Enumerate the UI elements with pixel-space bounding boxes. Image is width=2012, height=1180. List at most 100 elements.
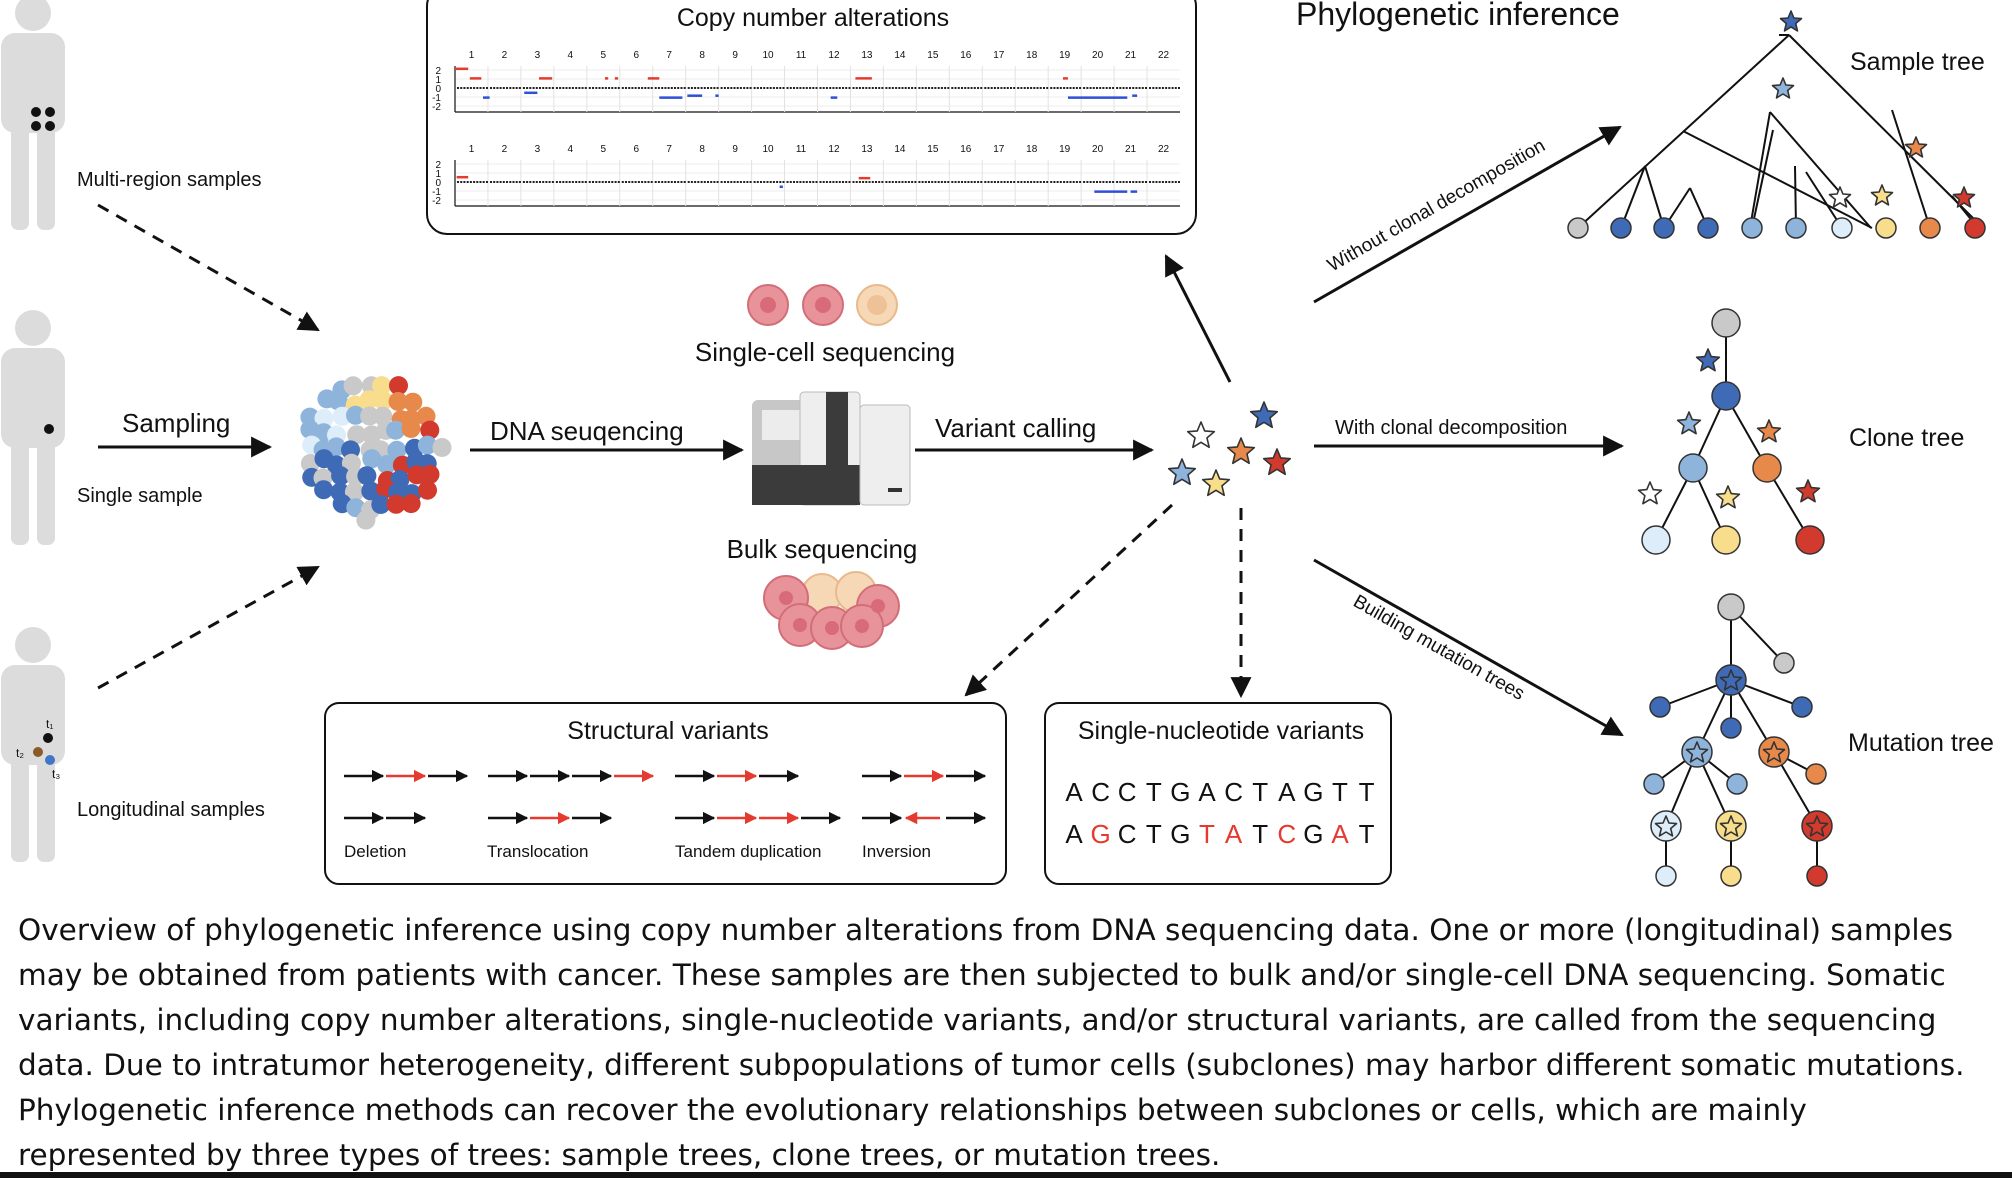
cna-baseline-point	[829, 181, 832, 183]
cna-baseline-point	[964, 87, 967, 89]
cna-baseline-point	[885, 181, 888, 183]
cna-baseline-point	[707, 87, 709, 89]
cna-baseline-point	[1145, 87, 1147, 89]
cna-baseline-point	[647, 87, 650, 89]
cna-baseline-point	[661, 181, 664, 183]
cna-baseline-point	[617, 181, 620, 183]
bottom-rule	[0, 1172, 2012, 1178]
cna-baseline-point	[990, 87, 993, 89]
cna-baseline-point	[1013, 181, 1016, 183]
tree-edge	[1682, 130, 1873, 229]
cna-baseline-point	[749, 181, 752, 183]
cna-baseline-point	[1158, 87, 1161, 89]
cna-baseline-point	[496, 181, 499, 183]
cna-chromosome-label: 17	[993, 50, 1005, 61]
multi-region-samples-label: Multi-region samples	[77, 169, 262, 191]
cna-baseline-point	[664, 87, 667, 89]
cna-baseline-point	[802, 87, 805, 89]
cna-panel-title: Copy number alterations	[677, 4, 949, 32]
cna-chromosome-label: 20	[1092, 50, 1104, 61]
cna-baseline-point	[865, 87, 868, 89]
cna-baseline-point	[1116, 87, 1119, 89]
snv-reference-base: C	[1118, 777, 1137, 807]
cna-baseline-point	[542, 181, 545, 183]
mutation-star-icon	[1262, 448, 1292, 476]
cna-baseline-point	[584, 181, 587, 183]
sample-tree-leaf-node	[1567, 217, 1589, 239]
with-decomposition-label: With clonal decomposition	[1335, 417, 1567, 439]
tree-edge	[1769, 111, 1872, 229]
tumor-cell	[387, 440, 407, 460]
cna-baseline-point	[739, 181, 742, 183]
cna-baseline-point	[990, 181, 993, 183]
cna-baseline-point	[763, 181, 766, 183]
snv-reference-base: T	[1252, 777, 1268, 807]
cna-baseline-point	[1155, 181, 1158, 183]
cna-baseline-point	[1138, 181, 1141, 183]
cna-baseline-point	[898, 181, 901, 183]
snv-panel-title: Single-nucleotide variants	[1078, 717, 1364, 745]
cna-chromosome-label: 3	[535, 50, 541, 61]
cna-baseline-point	[858, 87, 861, 89]
cna-baseline-point	[885, 87, 888, 89]
cna-baseline-point	[940, 181, 943, 183]
cna-baseline-point	[634, 87, 637, 89]
cna-track-1: 210-1-21 2 3 4 5 6 7 8 9 10 11 12 13 14 15 16 17 18 19 20 21…	[432, 50, 1180, 113]
mutation-trees-arrow	[1313, 558, 1624, 737]
cna-ytick: -2	[432, 102, 441, 113]
cna-baseline-point	[545, 181, 548, 183]
cna-baseline-point	[677, 87, 680, 89]
dna-sequencing-label: DNA seuqencing	[490, 416, 684, 446]
cna-baseline-point	[677, 181, 680, 183]
cna-baseline-point	[1108, 87, 1111, 89]
cna-baseline-point	[772, 87, 775, 89]
mutation-tree-node	[1655, 865, 1677, 887]
clone-tree-node	[1678, 453, 1708, 483]
cna-baseline-point	[539, 87, 541, 89]
sv-type-deletion: Deletion	[344, 842, 406, 861]
cna-baseline-point	[921, 87, 924, 89]
cna-chromosome-label: 8	[699, 144, 705, 155]
cna-baseline-point	[753, 87, 756, 89]
cna-baseline-point	[845, 181, 848, 183]
cna-baseline-point	[1178, 181, 1180, 183]
snv-reference-base: T	[1146, 777, 1162, 807]
cna-baseline-point	[878, 181, 881, 183]
cna-baseline-point	[934, 87, 937, 89]
cna-ytick: 1	[435, 75, 441, 86]
cna-baseline-point	[977, 181, 980, 183]
cna-baseline-point	[769, 181, 772, 183]
cna-baseline-point	[650, 87, 653, 89]
mutation-tree	[1643, 593, 1833, 887]
cna-baseline-point	[621, 181, 624, 183]
cna-baseline-point	[763, 87, 766, 89]
mutation-tree-node	[1643, 773, 1665, 795]
snv-variant-base: G	[1170, 819, 1190, 849]
cna-chromosome-label: 10	[763, 50, 775, 61]
sample-tree-leaf-node	[1785, 217, 1807, 239]
cna-baseline-point	[796, 87, 799, 89]
cna-baseline-point	[1083, 181, 1086, 183]
cna-baseline-point	[548, 87, 551, 89]
cna-baseline-point	[1033, 87, 1036, 89]
cna-baseline-point	[1092, 181, 1095, 183]
cna-baseline-point	[1017, 181, 1020, 183]
sample-tree	[1567, 10, 1986, 239]
cna-baseline-point	[875, 87, 877, 89]
cna-baseline-point	[1125, 87, 1128, 89]
sample-tree-leaf-node	[1875, 217, 1897, 239]
cna-baseline-point	[977, 87, 980, 89]
cna-baseline-point	[674, 181, 676, 183]
cna-baseline-point	[535, 181, 538, 183]
snv-reference-base: A	[1278, 777, 1296, 807]
cna-baseline-point	[571, 87, 574, 89]
tumor-cell	[401, 494, 421, 514]
cna-baseline-point	[1145, 181, 1147, 183]
tumor-cell	[403, 392, 423, 412]
cna-baseline-point	[506, 181, 508, 183]
cna-baseline-point	[1125, 181, 1128, 183]
cna-baseline-point	[805, 87, 808, 89]
cna-baseline-point	[970, 181, 973, 183]
cna-baseline-point	[901, 87, 904, 89]
cna-baseline-point	[891, 181, 894, 183]
